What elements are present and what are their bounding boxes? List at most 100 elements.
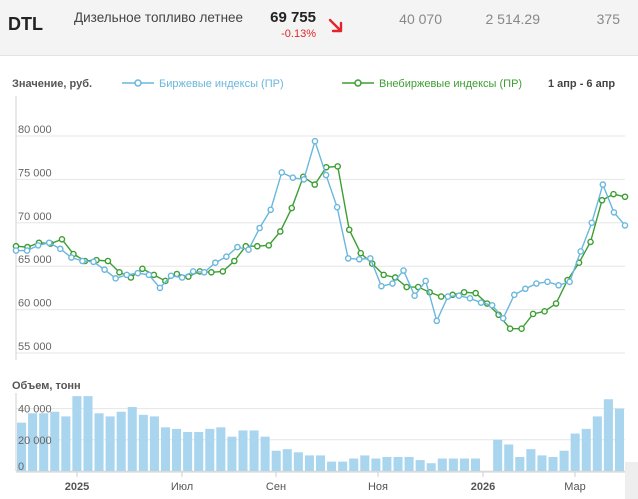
data-point-exchange[interactable] bbox=[466, 295, 474, 302]
data-point-otc[interactable] bbox=[311, 181, 319, 188]
legend-item-otc[interactable]: Внебиржевые индексы (ПР) bbox=[342, 78, 522, 90]
volume-bar[interactable] bbox=[592, 416, 602, 471]
volume-bar[interactable] bbox=[614, 408, 624, 471]
data-point-exchange[interactable] bbox=[178, 274, 186, 281]
volume-bar[interactable] bbox=[470, 458, 481, 471]
data-point-exchange[interactable] bbox=[45, 239, 53, 247]
data-point-otc[interactable] bbox=[380, 271, 387, 279]
data-point-exchange[interactable] bbox=[533, 280, 540, 287]
data-point-exchange[interactable] bbox=[145, 271, 153, 279]
volume-bar[interactable] bbox=[504, 444, 514, 471]
volume-bar[interactable] bbox=[17, 422, 27, 471]
data-point-otc[interactable] bbox=[265, 242, 273, 249]
volume-bar[interactable] bbox=[149, 416, 159, 471]
ticker-row[interactable]: DTL Дизельное топливо летнее 69 755 -0.1… bbox=[0, 0, 638, 56]
volume-bar[interactable] bbox=[515, 456, 525, 471]
legend-item-exchange[interactable]: Биржевые индексы (ПР) bbox=[122, 78, 284, 90]
data-point-exchange[interactable] bbox=[610, 209, 618, 216]
volume-bar[interactable] bbox=[39, 413, 49, 471]
data-point-otc[interactable] bbox=[541, 308, 548, 315]
volume-bar[interactable] bbox=[271, 450, 281, 471]
data-point-exchange[interactable] bbox=[289, 174, 297, 181]
data-point-otc[interactable] bbox=[529, 310, 537, 318]
volume-bar[interactable] bbox=[581, 428, 591, 471]
volume-bar[interactable] bbox=[28, 413, 38, 471]
data-point-exchange[interactable] bbox=[433, 317, 441, 325]
data-point-exchange[interactable] bbox=[167, 272, 175, 280]
data-point-otc[interactable] bbox=[598, 196, 606, 204]
data-point-otc[interactable] bbox=[288, 204, 296, 212]
volume-bar[interactable] bbox=[83, 396, 93, 471]
volume-bar[interactable] bbox=[304, 455, 314, 471]
volume-bar[interactable] bbox=[61, 416, 71, 471]
data-point-exchange[interactable] bbox=[599, 181, 607, 188]
volume-bar[interactable] bbox=[493, 439, 503, 471]
volume-bar[interactable] bbox=[404, 456, 414, 471]
data-point-otc[interactable] bbox=[219, 268, 227, 275]
data-point-otc[interactable] bbox=[460, 288, 468, 296]
data-point-exchange[interactable] bbox=[367, 255, 374, 262]
data-point-exchange[interactable] bbox=[499, 314, 507, 322]
volume-bar[interactable] bbox=[183, 432, 193, 471]
volume-bar[interactable] bbox=[327, 461, 337, 471]
data-point-exchange[interactable] bbox=[156, 284, 164, 292]
data-point-otc[interactable] bbox=[345, 226, 353, 234]
volume-bar[interactable] bbox=[216, 427, 226, 471]
volume-bar[interactable] bbox=[548, 456, 558, 471]
data-point-exchange[interactable] bbox=[245, 246, 252, 254]
data-point-exchange[interactable] bbox=[189, 268, 197, 275]
data-point-exchange[interactable] bbox=[34, 242, 42, 249]
data-point-exchange[interactable] bbox=[355, 255, 363, 263]
data-point-otc[interactable] bbox=[437, 293, 445, 300]
volume-bar[interactable] bbox=[227, 436, 237, 471]
volume-bar[interactable] bbox=[72, 396, 82, 471]
data-point-exchange[interactable] bbox=[223, 253, 230, 260]
data-point-otc[interactable] bbox=[587, 238, 594, 246]
data-point-otc[interactable] bbox=[231, 257, 238, 265]
volume-bar[interactable] bbox=[260, 436, 270, 471]
data-point-exchange[interactable] bbox=[278, 169, 286, 176]
data-point-otc[interactable] bbox=[276, 228, 284, 235]
volume-bar[interactable] bbox=[360, 455, 370, 471]
data-point-otc[interactable] bbox=[610, 190, 617, 198]
data-point-otc[interactable] bbox=[357, 249, 365, 257]
data-point-exchange[interactable] bbox=[311, 137, 319, 145]
data-point-otc[interactable] bbox=[139, 265, 146, 273]
data-point-exchange[interactable] bbox=[212, 259, 219, 267]
volume-bar[interactable] bbox=[293, 452, 303, 471]
volume-bar[interactable] bbox=[249, 430, 259, 471]
volume-bar[interactable] bbox=[393, 456, 403, 471]
price-chart[interactable]: Значение, руб. Биржевые индексы (ПР) Вне… bbox=[0, 0, 638, 370]
data-point-exchange[interactable] bbox=[510, 291, 518, 299]
data-point-exchange[interactable] bbox=[300, 176, 308, 183]
data-point-exchange[interactable] bbox=[522, 285, 529, 293]
data-point-exchange[interactable] bbox=[577, 248, 585, 255]
data-point-exchange[interactable] bbox=[400, 267, 407, 274]
period-label[interactable]: 1 апр - 6 апр bbox=[548, 78, 615, 90]
volume-bar[interactable] bbox=[371, 458, 381, 471]
volume-bar[interactable] bbox=[205, 428, 215, 471]
data-point-exchange[interactable] bbox=[56, 245, 64, 253]
data-point-exchange[interactable] bbox=[200, 268, 208, 276]
data-point-exchange[interactable] bbox=[422, 277, 429, 285]
data-point-exchange[interactable] bbox=[544, 278, 551, 286]
volume-bar[interactable] bbox=[537, 455, 547, 471]
volume-bar[interactable] bbox=[138, 414, 148, 471]
data-point-otc[interactable] bbox=[552, 300, 560, 307]
data-point-exchange[interactable] bbox=[267, 206, 274, 214]
data-point-exchange[interactable] bbox=[256, 224, 263, 232]
data-point-otc[interactable] bbox=[208, 268, 215, 276]
volume-bar[interactable] bbox=[448, 458, 458, 471]
volume-bar[interactable] bbox=[559, 450, 569, 471]
data-point-exchange[interactable] bbox=[123, 271, 131, 279]
data-point-exchange[interactable] bbox=[588, 219, 596, 227]
data-point-otc[interactable] bbox=[104, 257, 112, 265]
data-point-otc[interactable] bbox=[518, 325, 525, 332]
data-point-exchange[interactable] bbox=[101, 266, 108, 273]
data-point-exchange[interactable] bbox=[234, 243, 241, 251]
volume-bar[interactable] bbox=[160, 427, 171, 471]
data-point-exchange[interactable] bbox=[112, 275, 119, 282]
data-point-exchange[interactable] bbox=[411, 292, 418, 300]
data-point-exchange[interactable] bbox=[90, 258, 97, 266]
data-point-otc[interactable] bbox=[621, 193, 629, 201]
